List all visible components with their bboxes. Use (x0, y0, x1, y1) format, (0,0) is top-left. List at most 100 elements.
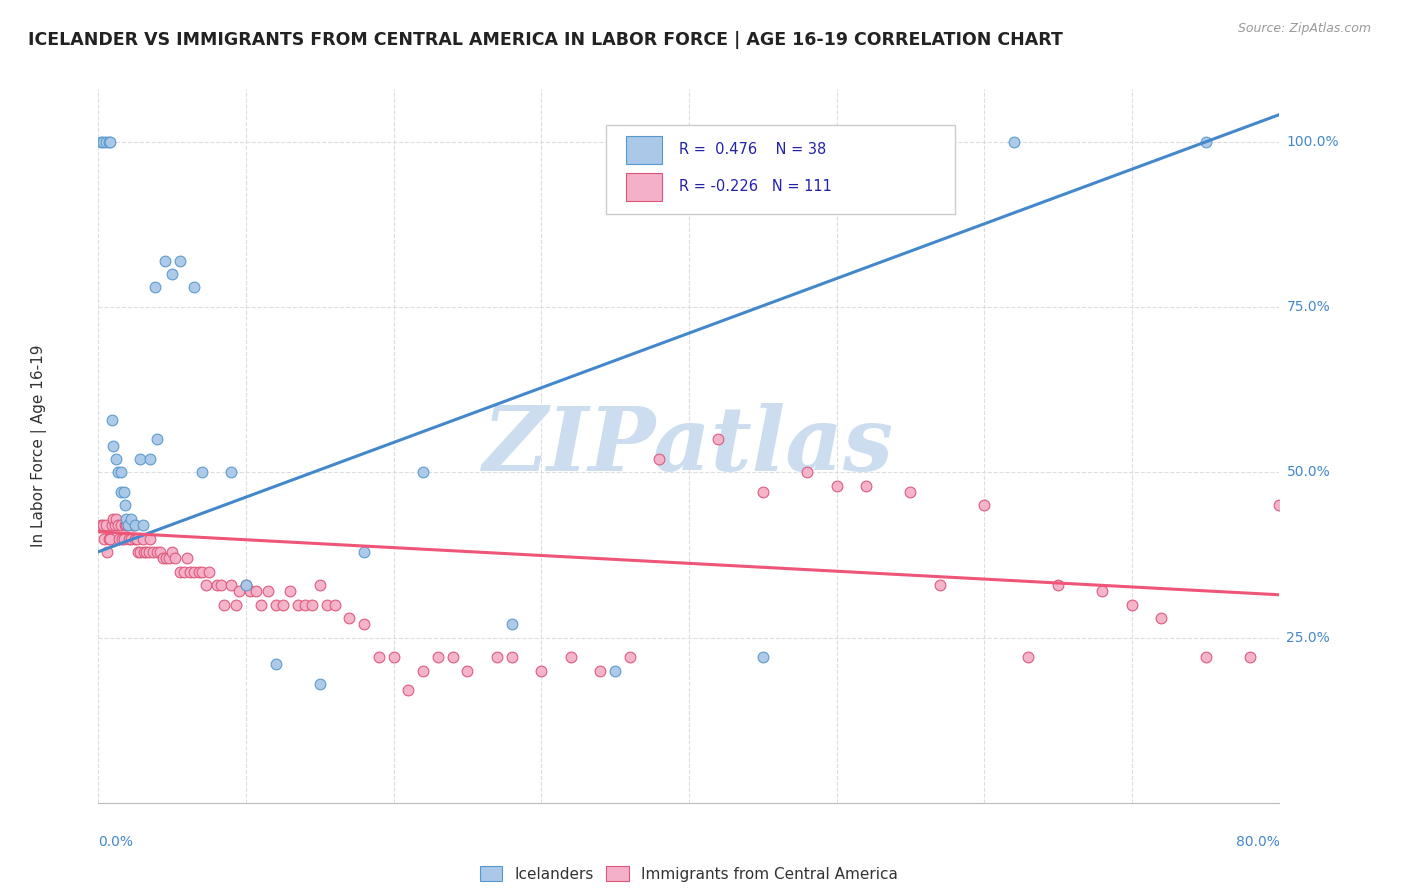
Point (239, 584, 262, 599)
Point (132, 518, 155, 533)
Point (412, 466, 434, 480)
Point (855, 478, 877, 492)
Point (271, 598, 294, 612)
Point (382, 650, 405, 665)
Point (94, 518, 117, 533)
Point (198, 565, 221, 579)
Point (91, 518, 114, 533)
Point (149, 545, 172, 559)
Point (134, 545, 156, 559)
Point (205, 578, 228, 592)
Point (153, 254, 176, 268)
Point (605, 664, 627, 678)
Point (162, 267, 183, 281)
Point (560, 650, 582, 665)
Point (112, 532, 135, 546)
Point (91, 135, 114, 149)
Point (108, 532, 131, 546)
Point (441, 650, 464, 665)
Point (589, 664, 612, 678)
Point (110, 485, 132, 500)
Text: Source: ZipAtlas.com: Source: ZipAtlas.com (1237, 22, 1371, 36)
Point (900, 485, 922, 500)
Point (173, 565, 195, 579)
Point (115, 518, 138, 533)
Point (225, 598, 247, 612)
Point (264, 598, 287, 612)
Point (219, 578, 242, 592)
Point (110, 466, 132, 480)
Point (107, 518, 129, 533)
Point (530, 664, 553, 678)
Point (110, 518, 132, 533)
Text: R =  0.476    N = 38: R = 0.476 N = 38 (679, 143, 827, 157)
Point (353, 617, 375, 632)
Text: 80.0%: 80.0% (1236, 835, 1279, 849)
Point (309, 677, 332, 691)
Point (707, 433, 730, 447)
Point (456, 664, 478, 678)
Point (195, 578, 218, 592)
Point (127, 545, 149, 559)
Point (143, 280, 166, 294)
Point (128, 545, 150, 559)
Point (139, 452, 162, 467)
Point (165, 551, 187, 566)
Point (219, 466, 242, 480)
Point (427, 650, 450, 665)
Point (187, 565, 209, 579)
Point (100, 412, 122, 426)
Point (121, 518, 143, 533)
Point (97, 532, 120, 546)
Point (103, 511, 125, 525)
Point (648, 452, 671, 467)
Point (142, 545, 165, 559)
Point (183, 280, 205, 294)
Point (1195, 135, 1218, 149)
Point (1017, 650, 1039, 665)
Point (139, 532, 162, 546)
Point (501, 617, 523, 632)
Point (128, 452, 150, 467)
Point (176, 551, 198, 566)
Point (111, 532, 134, 546)
Legend: Icelanders, Immigrants from Central America: Icelanders, Immigrants from Central Amer… (474, 860, 904, 888)
Point (98, 135, 121, 149)
Point (264, 657, 287, 671)
Point (368, 650, 391, 665)
Point (132, 532, 155, 546)
Point (104, 518, 127, 533)
Point (796, 466, 818, 480)
Point (751, 485, 773, 500)
Point (93, 532, 115, 546)
FancyBboxPatch shape (626, 173, 662, 202)
Point (1091, 584, 1114, 599)
Point (125, 532, 148, 546)
Point (250, 598, 273, 612)
Point (245, 584, 267, 599)
Point (90, 518, 112, 533)
Point (1002, 135, 1025, 149)
Point (152, 551, 174, 566)
Point (235, 578, 257, 592)
Point (117, 518, 139, 533)
Point (114, 499, 136, 513)
Point (146, 433, 169, 447)
Point (1239, 650, 1261, 665)
Point (97, 135, 120, 149)
Point (825, 478, 848, 492)
Point (169, 254, 191, 268)
Point (96, 545, 118, 559)
Point (169, 565, 191, 579)
Point (191, 466, 214, 480)
Point (257, 584, 280, 599)
Point (183, 565, 205, 579)
Point (118, 532, 141, 546)
Point (316, 598, 339, 612)
Point (337, 611, 360, 625)
Point (191, 565, 214, 579)
Point (928, 578, 950, 592)
Point (90, 135, 112, 149)
Point (294, 598, 316, 612)
Point (105, 452, 128, 467)
